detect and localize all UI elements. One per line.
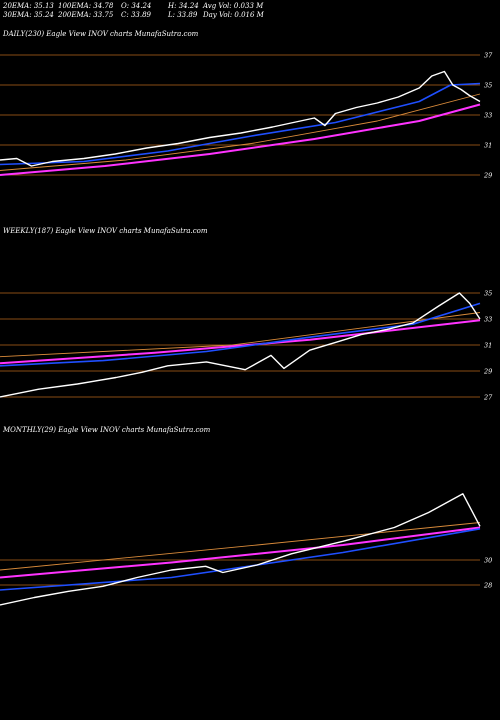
series-price [0, 70, 481, 167]
monthly-panel: MONTHLY(29) Eagle View INOV charts Munaf… [0, 426, 492, 606]
series-ema-slow [0, 526, 481, 579]
stat-close: C: 33.89 [121, 11, 151, 19]
weekly-panel: WEEKLY(187) Eagle View INOV charts Munaf… [0, 227, 493, 402]
weekly-title: WEEKLY(187) Eagle View INOV charts Munaf… [3, 227, 208, 235]
y-tick-label: 33 [484, 112, 492, 120]
daily-y-ticks: 37 35 33 31 29 [0, 52, 493, 180]
stat-100ema: 100EMA: 34.78 [58, 2, 114, 10]
stats-header: 20EMA: 35.13 100EMA: 34.78 O: 34.24 H: 3… [3, 2, 497, 20]
series-ema-fast [0, 82, 481, 166]
series-price [0, 493, 481, 606]
stats-row-1: 20EMA: 35.13 100EMA: 34.78 O: 34.24 H: 3… [3, 2, 497, 11]
daily-title: DAILY(230) Eagle View INOV charts Munafa… [2, 30, 199, 38]
y-tick-label: 27 [483, 394, 493, 402]
stat-20ema: 20EMA: 35.13 [3, 2, 54, 10]
series-ema-slow [0, 103, 481, 176]
stats-row-2: 30EMA: 35.24 200EMA: 33.75 C: 33.89 L: 3… [3, 11, 497, 20]
y-tick-label: 31 [484, 142, 492, 150]
y-tick-label: 37 [484, 52, 493, 60]
series-ema-mid [0, 93, 481, 171]
y-tick-label: 31 [484, 342, 492, 350]
y-tick-label: 35 [484, 290, 492, 298]
series-ema-mid [0, 522, 481, 571]
y-tick-label: 29 [483, 368, 492, 376]
weekly-series [0, 292, 481, 398]
series-ema-fast [0, 528, 481, 591]
stat-high: H: 34.24 [168, 2, 199, 10]
stat-low: L: 33.89 [168, 11, 198, 19]
stat-avg-vol: Avg Vol: 0.033 M [203, 2, 264, 10]
daily-series [0, 70, 481, 176]
monthly-series [0, 493, 481, 606]
y-tick-label: 29 [483, 172, 492, 180]
stat-day-vol: Day Vol: 0.016 M [203, 11, 264, 19]
y-tick-label: 28 [483, 582, 492, 590]
y-tick-label: 35 [484, 82, 492, 90]
monthly-title: MONTHLY(29) Eagle View INOV charts Munaf… [2, 426, 211, 434]
y-tick-label: 33 [484, 316, 492, 324]
y-tick-label: 30 [484, 557, 492, 565]
stat-30ema: 30EMA: 35.24 [3, 11, 54, 19]
stat-200ema: 200EMA: 33.75 [58, 11, 114, 19]
series-price [0, 292, 481, 398]
series-ema-slow [0, 319, 481, 365]
stat-open: O: 34.24 [121, 2, 152, 10]
daily-panel: DAILY(230) Eagle View INOV charts Munafa… [0, 30, 493, 180]
series-ema-mid [0, 312, 481, 358]
series-ema-fast [0, 302, 481, 367]
monthly-y-ticks: 30 28 [0, 557, 492, 590]
